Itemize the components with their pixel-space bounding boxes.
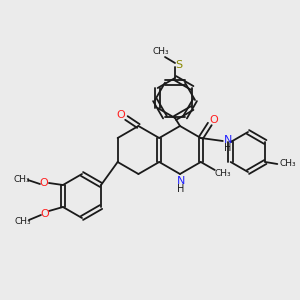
Text: CH₃: CH₃ [153,47,169,56]
Text: O: O [116,110,125,120]
Text: N: N [177,176,185,186]
Text: CH₃: CH₃ [279,160,296,169]
Text: O: O [209,115,218,125]
Text: O: O [40,209,49,219]
Text: N: N [224,135,232,145]
Text: CH₃: CH₃ [15,217,31,226]
Text: CH₃: CH₃ [214,169,231,178]
Text: CH₃: CH₃ [14,176,30,184]
Text: H: H [177,184,185,194]
Text: H: H [224,143,232,153]
Text: O: O [40,178,48,188]
Text: S: S [176,60,183,70]
